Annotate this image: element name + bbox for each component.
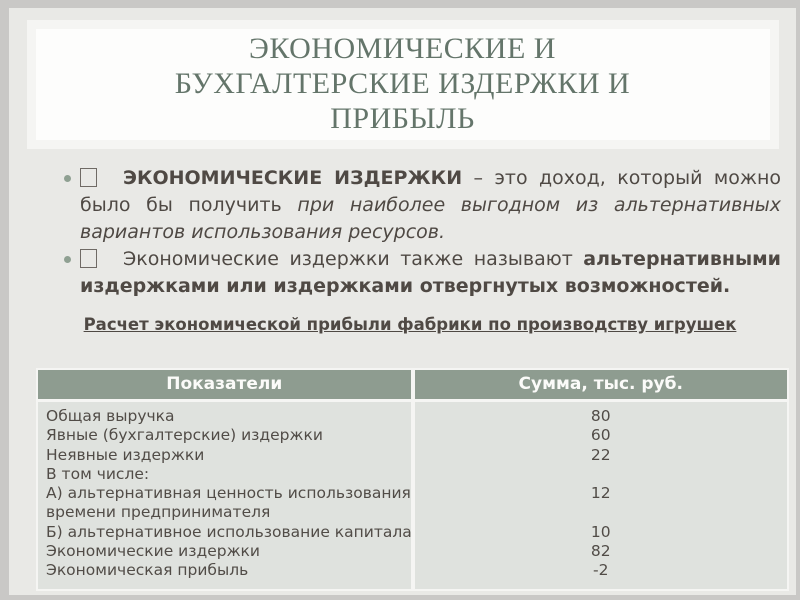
row-label	[38, 580, 411, 589]
title-box: ЭКОНОМИЧЕСКИЕ И БУХГАЛТЕРСКИЕ ИЗДЕРЖКИ И…	[26, 20, 779, 149]
row-label: Б) альтернативное использование капитала	[38, 522, 411, 543]
row-label: Явные (бухгалтерские) издержки	[38, 426, 411, 446]
table-row: Экономическая прибыль -2	[38, 561, 787, 581]
row-value	[414, 503, 787, 523]
row-label: времени предпринимателя	[38, 503, 411, 523]
row-value: 82	[414, 542, 787, 562]
bullet-italic-text: при наиболее выгодном из альтернативных …	[80, 194, 781, 243]
row-value: -2	[414, 561, 787, 581]
row-value: 10	[414, 522, 787, 543]
bullet-item: ЭКОНОМИЧЕСКИЕ ИЗДЕРЖКИ – это доход, кото…	[64, 165, 781, 246]
table-row: Явные (бухгалтерские) издержки 60	[38, 426, 787, 446]
row-value	[414, 580, 787, 589]
table-body: Общая выручка 80 Явные (бухгалтерские) и…	[38, 402, 787, 589]
slide: ЭКОНОМИЧЕСКИЕ И БУХГАЛТЕРСКИЕ ИЗДЕРЖКИ И…	[9, 8, 796, 595]
row-value: 22	[414, 445, 787, 465]
bullet-text: Экономические издержки также называют	[123, 248, 584, 270]
bullet-list: ЭКОНОМИЧЕСКИЕ ИЗДЕРЖКИ – это доход, кото…	[64, 165, 781, 300]
bullet-bold-text: альтернативными издержками или издержкам…	[80, 248, 781, 297]
table-row: времени предпринимателя	[38, 503, 787, 523]
table-filler-row	[38, 580, 787, 589]
header-cell-indicators: Показатели	[38, 370, 411, 399]
slide-title: ЭКОНОМИЧЕСКИЕ И БУХГАЛТЕРСКИЕ ИЗДЕРЖКИ И…	[35, 29, 770, 140]
bullet-dot-icon	[64, 175, 71, 182]
bullet-bold-text: ЭКОНОМИЧЕСКИЕ ИЗДЕРЖКИ	[123, 167, 463, 189]
table-row: Общая выручка 80	[38, 402, 787, 427]
table-caption: Расчет экономической прибыли фабрики по …	[83, 315, 737, 334]
row-value: 80	[414, 402, 787, 427]
bullet-item: Экономические издержки также называют ал…	[64, 246, 781, 300]
checkbox-placeholder-icon	[80, 168, 97, 187]
row-label: Неявные издержки	[38, 445, 411, 465]
table-row: Б) альтернативное использование капитала…	[38, 522, 787, 543]
title-line: БУХГАЛТЕРСКИЕ ИЗДЕРЖКИ И	[174, 67, 631, 100]
table-row: Экономические издержки 82	[38, 542, 787, 562]
row-label: Экономические издержки	[38, 542, 411, 562]
table-row: А) альтернативная ценность использования…	[38, 484, 787, 504]
row-label: Экономическая прибыль	[38, 561, 411, 581]
header-cell-amount: Сумма, тыс. руб.	[414, 370, 787, 399]
row-label: А) альтернативная ценность использования	[38, 484, 411, 504]
row-label: Общая выручка	[38, 402, 411, 427]
row-value	[414, 464, 787, 485]
checkbox-placeholder-icon	[80, 249, 97, 268]
row-value: 12	[414, 484, 787, 504]
row-label: В том числе:	[38, 464, 411, 485]
table-row: Неявные издержки 22	[38, 445, 787, 465]
title-line: ПРИБЫЛЬ	[330, 102, 475, 135]
row-value: 60	[414, 426, 787, 446]
cost-table: Показатели Сумма, тыс. руб. Общая выручк…	[36, 368, 789, 591]
bullet-dot-icon	[64, 256, 71, 263]
bullet-text: – это доход, который можно было бы получ…	[80, 167, 781, 216]
table-row: В том числе:	[38, 464, 787, 485]
title-line: ЭКОНОМИЧЕСКИЕ И	[249, 32, 556, 65]
table-header-row: Показатели Сумма, тыс. руб.	[38, 370, 787, 399]
